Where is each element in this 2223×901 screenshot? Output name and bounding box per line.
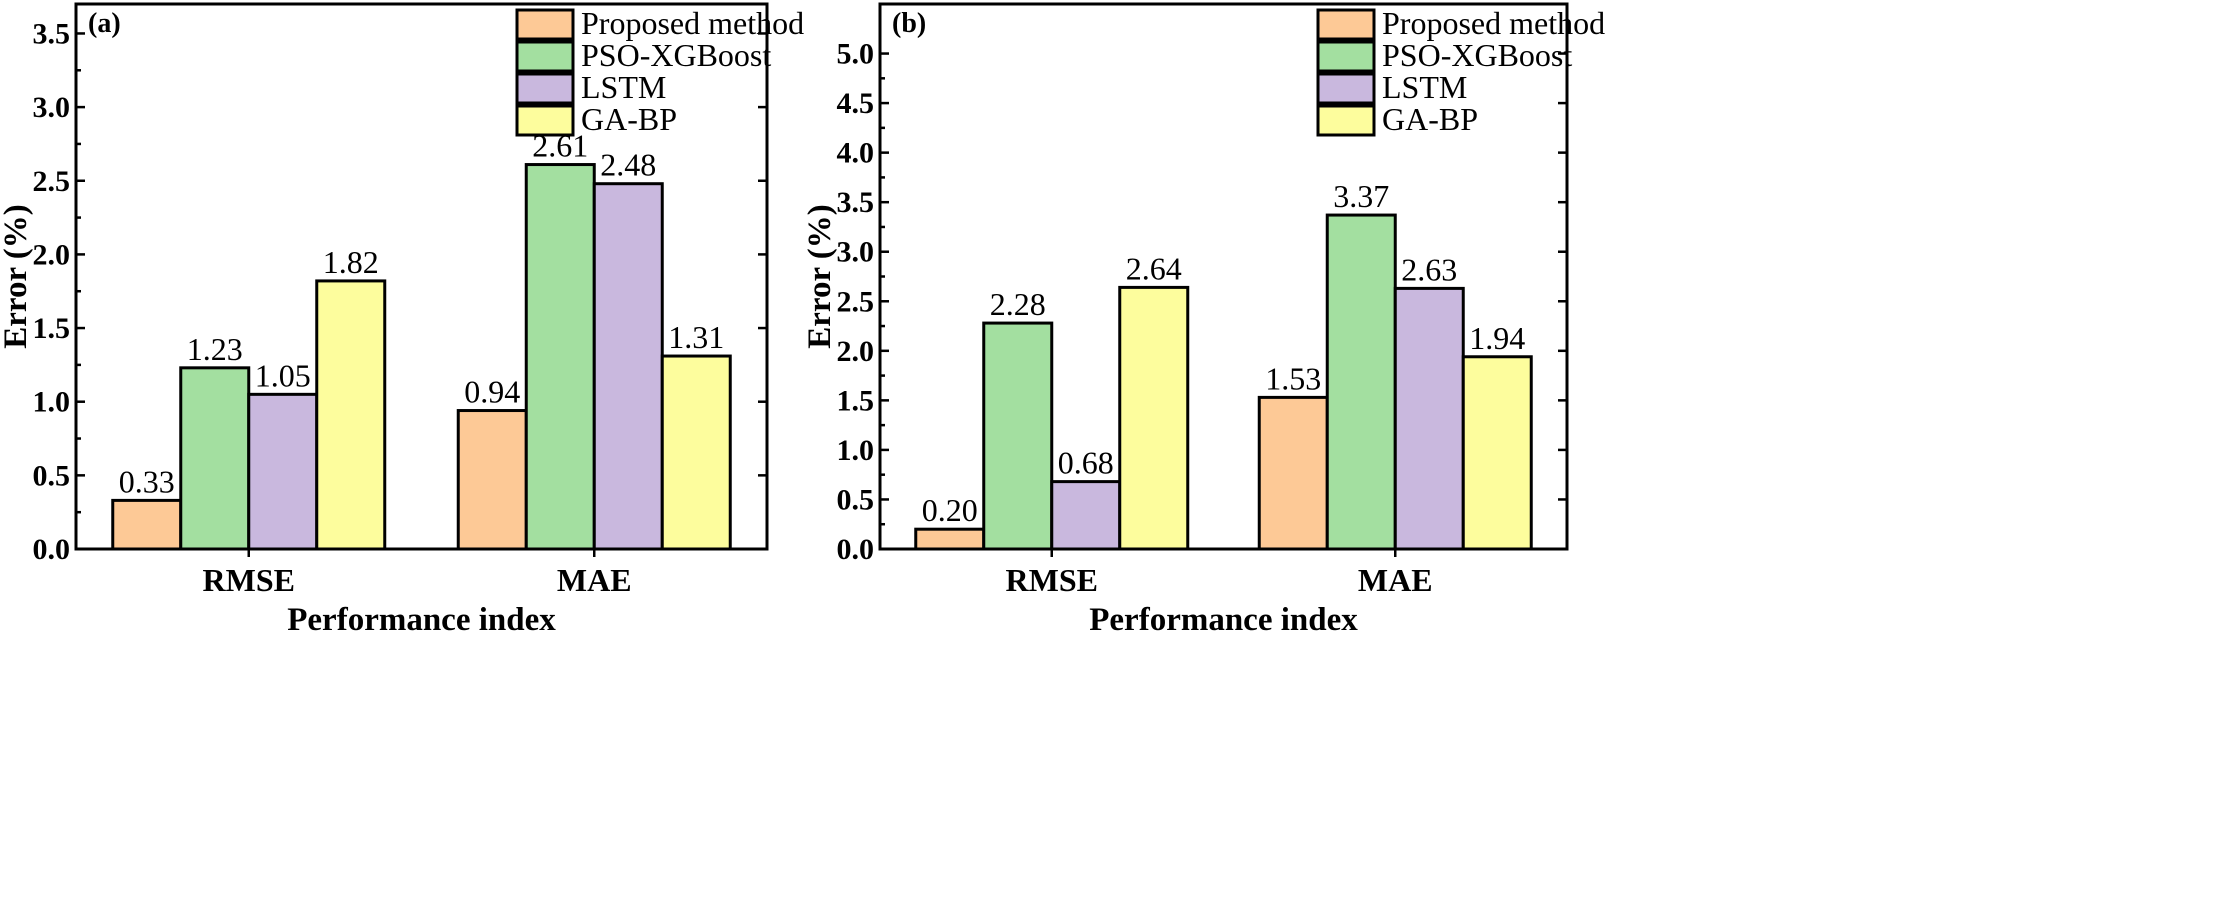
y-tick-label: 1.0 [837,434,875,467]
bar-pso-xgboost-mae [1325,213,1397,551]
y-tick-label: 1.5 [837,384,875,417]
bar-value-label: 1.53 [1265,360,1321,396]
bar-value-label: 3.37 [1333,178,1389,214]
bar-ga-bp-rmse [315,279,387,551]
bar-value-label: 1.31 [668,319,724,355]
legend-label: Proposed method [1382,5,1605,41]
x-tick-label: RMSE [203,562,295,598]
bar-value-label: 2.63 [1401,251,1457,287]
bar-value-label: 1.05 [255,357,311,393]
x-axis-label: Performance index [287,602,556,638]
y-tick-label: 0.5 [33,459,71,492]
legend-swatch [1316,8,1376,41]
legend-label: Proposed method [581,5,804,41]
legend-label: LSTM [581,69,666,105]
bar-lstm-rmse [247,392,319,551]
bar-proposed-method-rmse [914,527,986,551]
y-tick-label: 0.0 [33,533,71,566]
bar-value-label: 2.48 [600,147,656,183]
legend-swatch [515,72,575,105]
y-tick-label: 0.5 [837,483,875,516]
y-tick-label: 3.0 [33,91,71,124]
y-tick-label: 0.0 [837,533,875,566]
y-tick-label: 2.5 [33,165,71,198]
panel-b: 0.0 0.5 1.0 1.5 2.0 2.5 3.0 3.5 4.0 4.5 5.0 0.20 2.2… [802,2,1605,638]
bar-lstm-mae [1393,286,1465,551]
bar-pso-xgboost-rmse [982,321,1054,551]
y-tick-label: 2.5 [837,285,875,318]
bar-value-label: 1.82 [323,244,379,280]
bar-proposed-method-rmse [111,498,183,551]
y-tick-label: 3.5 [33,17,71,50]
y-tick-label: 2.0 [837,335,875,368]
y-tick-label: 1.5 [33,312,71,345]
bar-value-label: 1.23 [187,331,243,367]
bar-value-label: 0.94 [464,374,520,410]
legend-label: PSO-XGBoost [1382,37,1572,73]
legend-label: GA-BP [1382,101,1478,137]
y-tick-label: 5.0 [837,38,875,71]
y-tick-label: 2.0 [33,238,71,271]
bar-value-label: 2.64 [1126,250,1182,286]
y-axis-label: Error (%) [802,204,838,349]
bar-lstm-mae [592,182,664,551]
bar-value-label: 2.28 [990,286,1046,322]
legend-swatch [1316,72,1376,105]
legend-label: LSTM [1382,69,1467,105]
legend-swatch [515,8,575,41]
x-axis-label: Performance index [1089,602,1358,638]
bar-ga-bp-mae [660,354,732,551]
bar-value-label: 1.94 [1469,320,1525,356]
legend-swatch [1316,40,1376,73]
legend-swatch [515,104,575,137]
bar-pso-xgboost-mae [524,163,596,551]
bar-value-label: 0.33 [119,463,175,499]
x-tick-label: MAE [557,562,632,598]
plot-frame [74,2,769,551]
y-tick-label: 4.0 [837,137,875,170]
bar-proposed-method-mae [456,409,528,551]
y-tick-label: 3.5 [837,186,875,219]
y-tick-label: 1.0 [33,386,71,419]
bar-value-label: 0.20 [922,492,978,528]
bar-proposed-method-mae [1257,395,1329,551]
legend-swatch [515,40,575,73]
legend-label: GA-BP [581,101,677,137]
y-tick-label: 3.0 [837,236,875,269]
bar-ga-bp-rmse [1118,285,1190,551]
bar-value-label: 0.68 [1058,445,1114,481]
bar-lstm-rmse [1050,480,1122,551]
y-tick-label: 4.5 [837,87,875,120]
legend-swatch [1316,104,1376,137]
panel-tag: (a) [88,8,121,39]
panel-a: 0.0 0.5 1.0 1.5 2.0 2.5 3.0 3.5 0.33 1.23 1.05 1.82… [0,2,804,638]
y-axis-label: Error (%) [0,204,34,349]
panel-tag: (b) [892,8,926,39]
x-tick-label: MAE [1358,562,1433,598]
bar-pso-xgboost-rmse [179,366,251,551]
x-tick-label: RMSE [1006,562,1098,598]
bar-ga-bp-mae [1461,355,1533,551]
legend-label: PSO-XGBoost [581,37,771,73]
